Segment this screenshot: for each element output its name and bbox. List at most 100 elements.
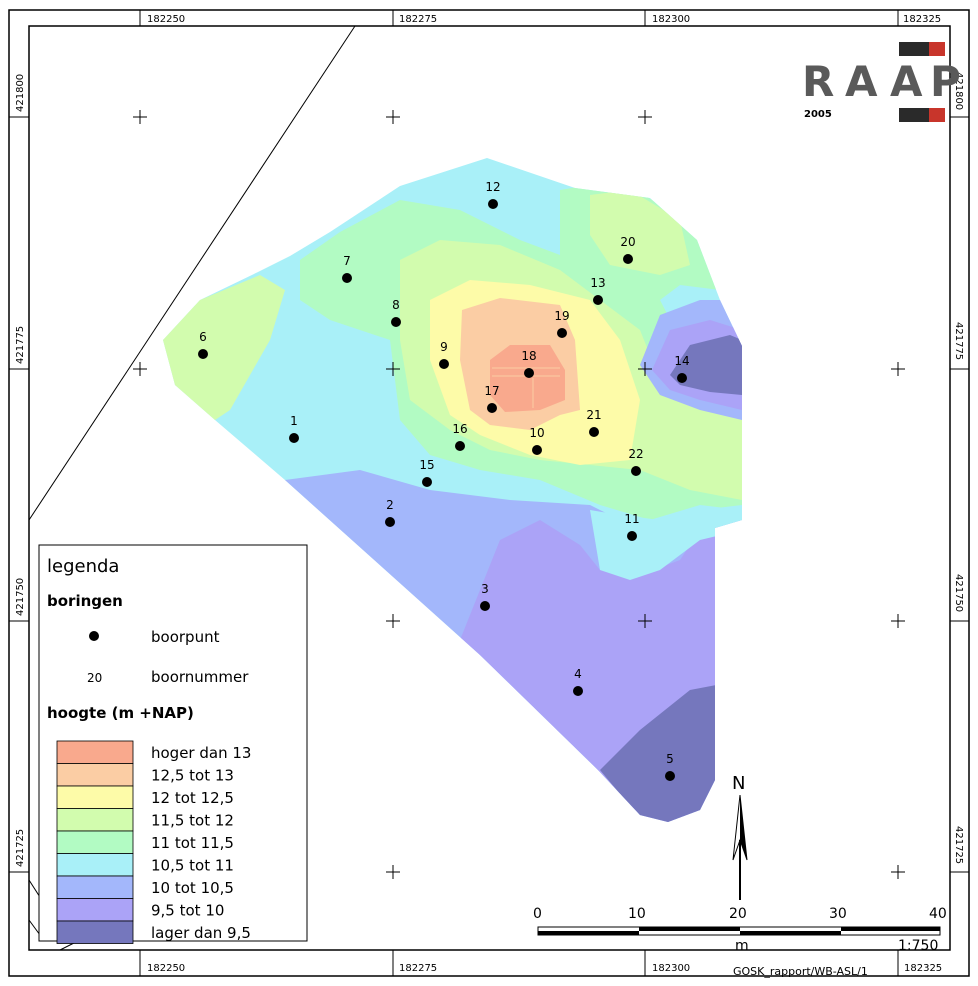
legend-swatch-2	[56, 785, 134, 809]
borehole-point-20	[623, 254, 633, 264]
legend-class-label-5: 10,5 tot 11	[151, 857, 234, 875]
x-label-bottom-4: 182325	[904, 963, 942, 974]
scale-tick-30: 30	[829, 906, 847, 922]
y-label-1: 421800	[15, 74, 26, 112]
logo-letter-a1: A	[845, 57, 878, 106]
borehole-label-20: 20	[620, 235, 635, 249]
borehole-label-15: 15	[419, 458, 434, 472]
borehole-point-16	[455, 441, 465, 451]
borehole-label-19: 19	[554, 309, 569, 323]
borehole-label-9: 9	[440, 340, 448, 354]
borehole-point-10	[532, 445, 542, 455]
scale-tick-20: 20	[729, 906, 747, 922]
coordinate-labels: 182250 182275 182300 182325 182250 18227…	[9, 10, 969, 976]
borehole-point-17	[487, 403, 497, 413]
x-label-top-1: 182250	[147, 14, 185, 25]
logo-year: 2005	[804, 109, 832, 120]
north-label: N	[732, 773, 745, 794]
legend-title: legenda	[47, 556, 119, 577]
borehole-label-4: 4	[574, 667, 582, 681]
legend-class-label-6: 10 tot 10,5	[151, 879, 234, 897]
borehole-point-3	[480, 601, 490, 611]
borehole-point-12	[488, 199, 498, 209]
y-label-2: 421775	[15, 326, 26, 364]
borehole-point-5	[665, 771, 675, 781]
borehole-point-8	[391, 317, 401, 327]
scale-unit: m	[735, 938, 749, 954]
y-label-4: 421725	[15, 829, 26, 867]
borehole-point-4	[573, 686, 583, 696]
borehole-label-14: 14	[674, 354, 689, 368]
borehole-label-22: 22	[628, 447, 643, 461]
scale-ratio: 1:750	[898, 938, 938, 954]
borehole-label-18: 18	[521, 349, 536, 363]
legend-class-label-4: 11 tot 11,5	[151, 834, 234, 852]
legend-class-label-2: 12 tot 12,5	[151, 789, 234, 807]
logo-letter-a2: A	[890, 57, 923, 106]
borehole-label-13: 13	[590, 276, 605, 290]
legend-swatch-6	[56, 875, 134, 899]
legend-class-label-7: 9,5 tot 10	[151, 902, 224, 920]
legend: legenda boringen boorpunt 20 boornummer …	[38, 544, 308, 944]
legend-class-label-1: 12,5 tot 13	[151, 767, 234, 785]
y-label-3: 421750	[15, 578, 26, 616]
x-label-bottom-3: 182300	[652, 963, 690, 974]
borehole-label-11: 11	[624, 512, 639, 526]
north-arrow: N	[732, 773, 748, 900]
borehole-point-15	[422, 477, 432, 487]
legend-swatch-1	[56, 763, 134, 787]
borehole-label-2: 2	[386, 498, 394, 512]
borehole-point-18	[524, 368, 534, 378]
logo-letter-r: R	[802, 57, 834, 106]
logo-letter-p: P	[930, 57, 961, 106]
borehole-label-12: 12	[485, 180, 500, 194]
borehole-point-9	[439, 359, 449, 369]
borehole-point-2	[385, 517, 395, 527]
footer-reference: GOSK_rapport/WB-ASL/1	[733, 965, 868, 978]
x-label-top-3: 182300	[652, 14, 690, 25]
borehole-label-10: 10	[529, 426, 544, 440]
scale-tick-40: 40	[929, 906, 947, 922]
borehole-point-symbol	[89, 631, 99, 641]
borehole-point-14	[677, 373, 687, 383]
legend-swatch-7	[56, 898, 134, 922]
legend-number-sample: 20	[87, 671, 102, 685]
borehole-point-22	[631, 466, 641, 476]
scale-bar: 0 10 20 30 40 m 1:750	[533, 906, 947, 954]
y-label-right-3: 421750	[953, 574, 964, 612]
legend-point-label: boorpunt	[151, 628, 220, 646]
borehole-label-3: 3	[481, 582, 489, 596]
borehole-label-17: 17	[484, 384, 499, 398]
x-label-top-4: 182325	[903, 14, 941, 25]
x-label-top-2: 182275	[399, 14, 437, 25]
legend-swatch-8	[56, 920, 134, 944]
legend-section-borings: boringen	[47, 592, 123, 610]
x-label-bottom-1: 182250	[147, 963, 185, 974]
borehole-label-21: 21	[586, 408, 601, 422]
legend-swatch-3	[56, 808, 134, 832]
borehole-label-1: 1	[290, 414, 298, 428]
borehole-point-11	[627, 531, 637, 541]
borehole-label-7: 7	[343, 254, 351, 268]
legend-class-label-3: 11,5 tot 12	[151, 812, 234, 830]
raap-logo: R A A P 2005	[802, 42, 961, 122]
legend-swatch-5	[56, 853, 134, 877]
legend-number-label: boornummer	[151, 668, 249, 686]
borehole-label-16: 16	[452, 422, 467, 436]
y-label-right-2: 421775	[953, 322, 964, 360]
scale-tick-10: 10	[628, 906, 646, 922]
borehole-label-8: 8	[392, 298, 400, 312]
borehole-point-7	[342, 273, 352, 283]
y-label-right-1: 421800	[953, 72, 964, 110]
grid-crosses	[133, 110, 905, 879]
borehole-point-6	[198, 349, 208, 359]
legend-class-label-8: lager dan 9,5	[151, 924, 251, 942]
borehole-point-19	[557, 328, 567, 338]
legend-swatch-4	[56, 830, 134, 854]
borehole-point-21	[589, 427, 599, 437]
legend-section-height: hoogte (m +NAP)	[47, 704, 194, 722]
borehole-label-5: 5	[666, 752, 674, 766]
borehole-point-1	[289, 433, 299, 443]
